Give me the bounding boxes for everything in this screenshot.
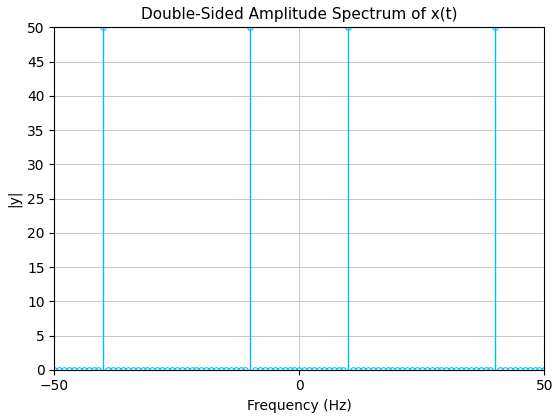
Y-axis label: |y|: |y| <box>7 190 21 207</box>
X-axis label: Frequency (Hz): Frequency (Hz) <box>247 399 352 413</box>
Title: Double-Sided Amplitude Spectrum of x(t): Double-Sided Amplitude Spectrum of x(t) <box>141 7 458 22</box>
